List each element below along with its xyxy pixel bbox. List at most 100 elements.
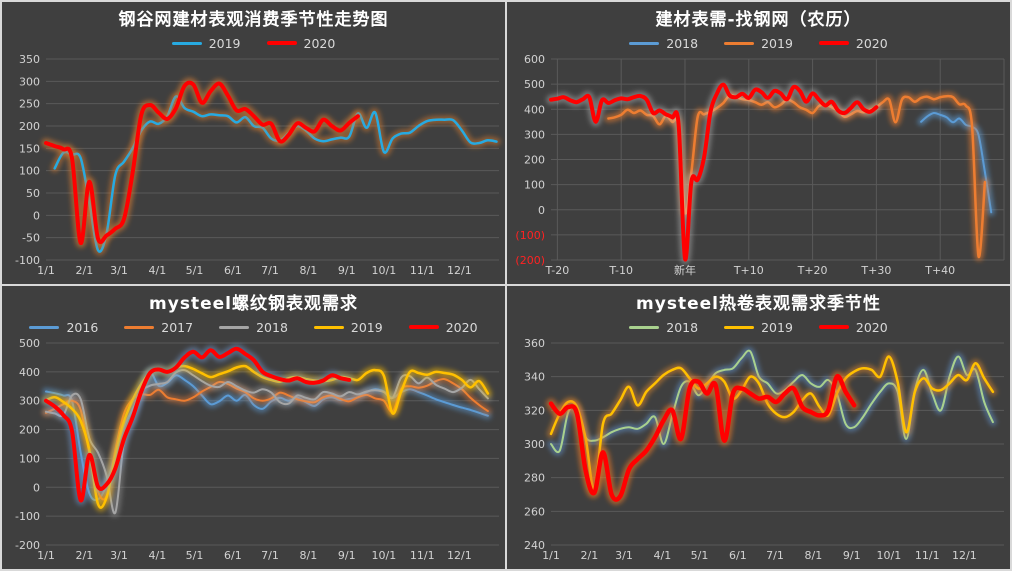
legend-label: 2019 (761, 319, 793, 335)
chart-title: mysteel螺纹钢表观需求 (149, 294, 358, 314)
series-2020-line (548, 374, 857, 502)
legend-item-2018: 2018 (629, 320, 698, 335)
y-tick-label: 150 (19, 142, 40, 155)
y-tick-label: 100 (19, 165, 40, 178)
chart-legend: 2018 2019 2020 (507, 316, 1010, 338)
x-tick-label: 3/1 (110, 549, 128, 562)
chart-zhaogang-lunar: 建材表需-找钢网（农历） 2018 2019 2020 600 500 400 300 20… (507, 2, 1010, 284)
series-2019-line (549, 355, 995, 491)
x-tick-label: 4/1 (149, 549, 167, 562)
y-tick-label: 200 (19, 424, 40, 437)
chart-title: 建材表需-找钢网（农历） (655, 10, 862, 30)
series-2018-line (550, 349, 994, 454)
y-tick-label: 400 (19, 366, 40, 379)
y-tick-label: 360 (524, 338, 545, 350)
y-tick-label: 200 (19, 120, 40, 133)
legend-swatch-2019 (724, 41, 755, 45)
legend-swatch-2020 (818, 325, 849, 329)
x-tick-label: 2/1 (76, 549, 94, 562)
y-tick-label: 0 (33, 209, 40, 222)
y-tick-label: 250 (19, 98, 40, 111)
x-tick-label: 9/1 (338, 264, 356, 277)
chart-mysteel-hrc: mysteel热卷表观需求季节性 2018 2019 2020 360 340 320 3… (507, 286, 1010, 569)
legend-swatch-2019 (724, 325, 755, 329)
x-tick-label: 6/1 (729, 549, 747, 562)
x-tick-label: 4/1 (149, 264, 167, 277)
x-tick-label: 6/1 (224, 264, 242, 277)
x-tick-label: 12/1 (447, 549, 472, 562)
x-tick-label: 新年 (674, 263, 696, 277)
legend-label: 2019 (350, 319, 383, 335)
y-tick-label: 500 (524, 78, 545, 91)
y-tick-label: -200 (15, 539, 40, 552)
x-tick-label: 11/1 (410, 549, 435, 562)
y-tick-label: 500 (19, 338, 40, 350)
x-tick-label: T+30 (860, 264, 891, 277)
y-tick-label: 100 (19, 452, 40, 465)
chart-mysteel-rebar: mysteel螺纹钢表观需求 2016 2017 2018 2019 2020 500 4… (2, 286, 505, 569)
legend-item-2017: 2017 (124, 320, 193, 335)
x-tick-label: 7/1 (766, 549, 784, 562)
x-tick-label: 8/1 (805, 549, 823, 562)
x-tick-label: 5/1 (186, 549, 204, 562)
y-tick-label: 350 (19, 54, 40, 66)
legend-label: 2018 (666, 35, 699, 51)
x-tick-label: 12/1 (952, 549, 977, 562)
x-tick-label: 7/1 (261, 264, 279, 277)
x-tick-label: 10/1 (877, 549, 902, 562)
x-tick-label: T+40 (924, 264, 955, 277)
x-tick-label: T+10 (733, 264, 764, 277)
y-tick-label: -100 (15, 510, 40, 523)
legend-label: 2018 (256, 319, 288, 335)
x-tick-label: 3/1 (110, 264, 128, 277)
x-tick-label: 8/1 (300, 264, 318, 277)
x-tick-label: T-20 (545, 264, 570, 277)
x-tick-label: 5/1 (691, 549, 709, 562)
legend-label: 2017 (161, 319, 194, 335)
y-tick-label: 240 (524, 539, 545, 552)
series-2018-line (45, 368, 489, 515)
y-tick-label: (200) (515, 254, 545, 267)
x-tick-label: 2/1 (581, 549, 599, 562)
x-tick-label: 12/1 (447, 264, 472, 277)
y-tick-label: 0 (33, 481, 40, 494)
y-tick-label: 600 (524, 54, 545, 66)
legend-swatch-2018 (219, 325, 250, 329)
legend-label: 2019 (208, 35, 241, 51)
legend-item-2020: 2020 (408, 320, 478, 335)
y-tick-label: 50 (26, 187, 40, 200)
chart-title: 钢谷网建材表观消费季节性走势图 (118, 10, 389, 30)
legend-item-2018: 2018 (219, 320, 288, 335)
y-tick-label: 320 (524, 404, 545, 417)
x-tick-label: 1/1 (37, 264, 55, 277)
legend-swatch-2018 (629, 325, 660, 329)
x-tick-label: 11/1 (915, 549, 940, 562)
chart-plot: 600 500 400 300 200 100 0 (100) (200)T-20 T-10 新年 T… (515, 54, 1005, 277)
series-2020-glow (41, 77, 363, 248)
x-tick-label: T-10 (608, 264, 633, 277)
legend-swatch-2018 (629, 41, 660, 45)
chart-legend: 2019 2020 (2, 32, 505, 54)
legend-item-2019: 2019 (724, 320, 793, 335)
x-tick-label: 2/1 (76, 264, 94, 277)
x-tick-label: 9/1 (338, 549, 356, 562)
x-tick-label: 1/1 (37, 549, 55, 562)
legend-item-2019: 2019 (171, 35, 241, 51)
y-tick-label: 300 (19, 395, 40, 408)
x-tick-label: 9/1 (843, 549, 861, 562)
legend-swatch-2017 (124, 325, 155, 329)
series-2018-line (920, 111, 993, 214)
legend-item-2018: 2018 (629, 36, 698, 51)
y-tick-label: 260 (524, 505, 545, 518)
x-tick-label: 5/1 (186, 264, 204, 277)
y-tick-label: 340 (524, 371, 545, 384)
legend-label: 2020 (855, 319, 888, 335)
x-tick-label: 3/1 (615, 549, 633, 562)
y-tick-label: -100 (15, 254, 40, 267)
chart-title: mysteel热卷表观需求季节性 (636, 294, 881, 314)
y-tick-label: 200 (524, 154, 545, 167)
